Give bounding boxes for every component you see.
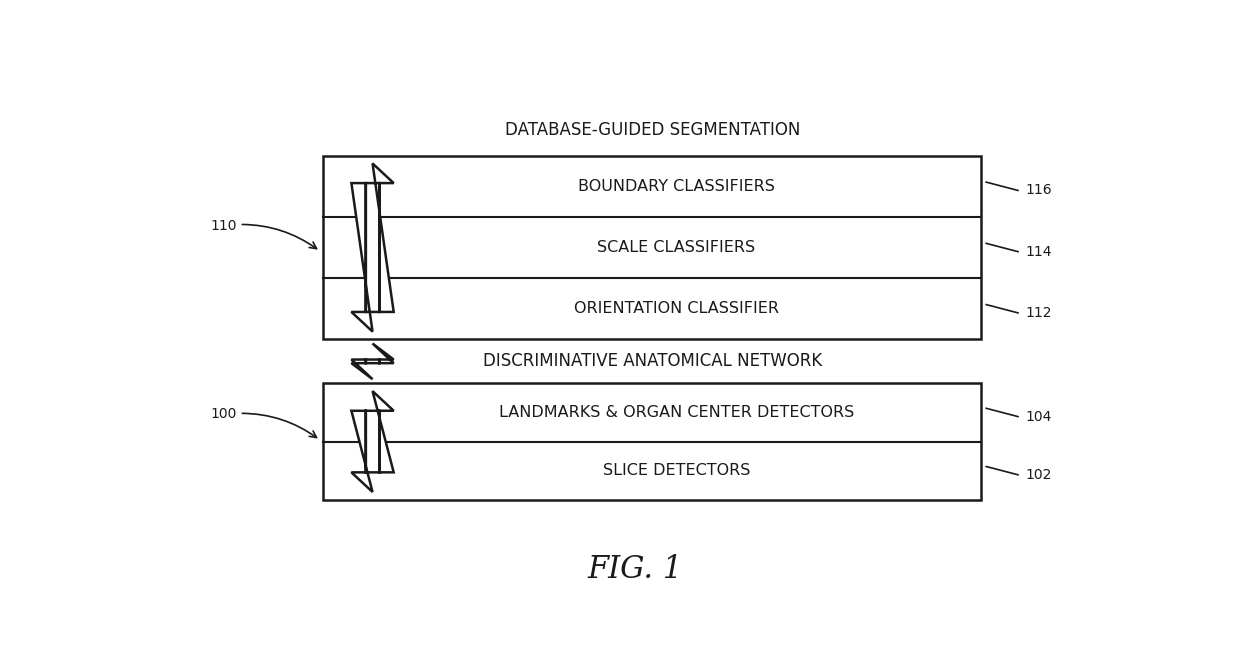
Polygon shape <box>351 343 393 379</box>
Bar <box>324 383 982 500</box>
Text: DISCRIMINATIVE ANATOMICAL NETWORK: DISCRIMINATIVE ANATOMICAL NETWORK <box>482 352 822 370</box>
Text: 100: 100 <box>211 407 316 437</box>
Text: SLICE DETECTORS: SLICE DETECTORS <box>603 463 750 478</box>
Text: ORIENTATION CLASSIFIER: ORIENTATION CLASSIFIER <box>574 301 779 317</box>
Bar <box>324 156 982 339</box>
Text: 104: 104 <box>1025 410 1052 423</box>
Text: FIG. 1: FIG. 1 <box>588 554 683 585</box>
Text: 110: 110 <box>211 218 316 249</box>
Polygon shape <box>351 391 393 492</box>
Text: BOUNDARY CLASSIFIERS: BOUNDARY CLASSIFIERS <box>578 179 775 194</box>
Polygon shape <box>351 163 393 331</box>
Text: 102: 102 <box>1025 468 1052 482</box>
Text: DATABASE-GUIDED SEGMENTATION: DATABASE-GUIDED SEGMENTATION <box>505 121 800 139</box>
Text: SCALE CLASSIFIERS: SCALE CLASSIFIERS <box>598 240 755 255</box>
Text: LANDMARKS & ORGAN CENTER DETECTORS: LANDMARKS & ORGAN CENTER DETECTORS <box>498 405 854 420</box>
Text: 114: 114 <box>1025 245 1053 259</box>
Text: 112: 112 <box>1025 306 1053 320</box>
Text: 116: 116 <box>1025 183 1053 198</box>
